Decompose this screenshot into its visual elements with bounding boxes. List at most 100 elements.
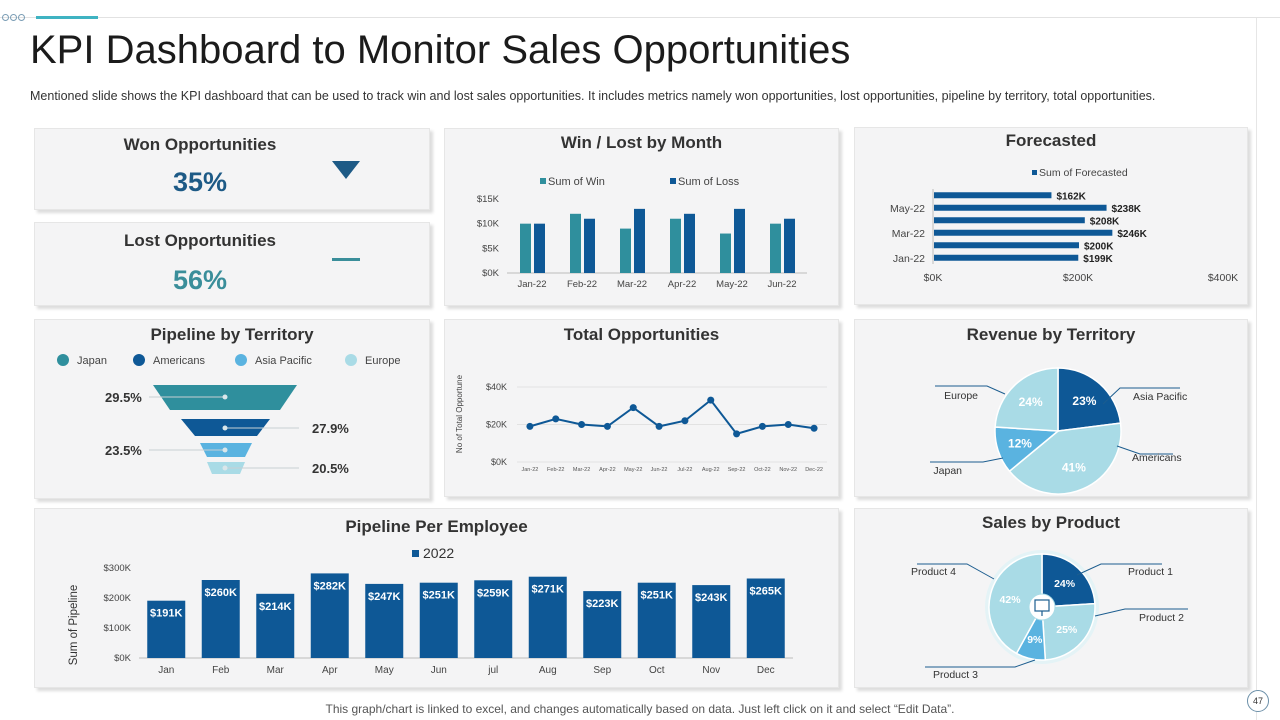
bar-pipeline	[365, 583, 404, 658]
callout-line	[1102, 387, 1180, 405]
legend-label-1: Sum of Loss	[678, 176, 740, 188]
data-point	[603, 422, 611, 430]
win-lost-chart: Sum of Win Sum of Loss $0K $5K $10K $15K Jan-2…	[477, 176, 807, 290]
callout-line	[930, 457, 1004, 463]
leader-dot	[222, 425, 228, 431]
callout-line	[935, 385, 1006, 395]
bar-value-label: $208K	[1090, 216, 1120, 227]
x-tick-label: Jul-22	[677, 467, 692, 473]
legend-dot-asia-pacific	[235, 354, 247, 366]
bar-value-label: $260K	[205, 587, 237, 599]
footer-note: This graph/chart is linked to excel, and…	[325, 702, 955, 716]
slice-name-label: Asia Pacific	[1133, 391, 1187, 403]
x-tick-label: May-22	[624, 467, 642, 473]
bar-win	[720, 233, 731, 273]
slice-value-label: 23%	[1072, 394, 1096, 408]
x-tick-label: Jan-22	[522, 467, 539, 473]
pie-slice-product-2	[1041, 602, 1096, 661]
bar-value-label: $191K	[150, 608, 182, 620]
bar-win	[770, 223, 781, 273]
callout-line	[1076, 563, 1162, 576]
data-point	[655, 422, 663, 430]
won-title: Won Opportunities	[123, 135, 277, 154]
bar-forecast	[934, 229, 1113, 236]
revenue-territory-chart: 23% 41% 12% 24% Asia Pacific Americans Japan Eu…	[930, 367, 1187, 495]
win-lost-card: Win / Lost by Month Sum of Win Sum of Los…	[444, 128, 839, 306]
data-point	[681, 417, 689, 425]
slice-value-label: 24%	[1054, 578, 1076, 590]
y-tick-label: $100K	[104, 623, 132, 634]
x-tick-label: Dec	[757, 665, 775, 676]
y-tick-label: Jan-22	[893, 253, 925, 265]
total-opportunities-card: Total Opportunities $0K $20K $40K No of Tot…	[444, 319, 839, 497]
data-point	[578, 421, 586, 428]
bar-loss	[784, 218, 795, 273]
sales-product-card: Sales by Product 24% 25% 9% 42% Product 1 Pro…	[854, 508, 1248, 688]
forecasted-title: Forecasted	[1005, 131, 1097, 150]
x-tick-label: Mar-22	[573, 467, 590, 473]
y-tick-label: $10K	[477, 219, 500, 230]
bar-win	[620, 228, 631, 273]
y-axis-label: No of Total Opportune	[455, 374, 464, 453]
bar-value-label: $282K	[314, 580, 346, 592]
lost-opportunities-card: Lost Opportunities 56%	[34, 222, 430, 306]
slice-name-label: Product 3	[933, 669, 978, 681]
x-tick-label: Aug	[539, 665, 557, 676]
bar-pipeline	[310, 573, 349, 658]
pie-slice-europe	[994, 367, 1059, 432]
bar-value-label: $199K	[1083, 254, 1113, 265]
y-tick-label: $15K	[477, 194, 500, 205]
bar-loss	[534, 223, 545, 273]
top-accent-bar	[36, 16, 98, 19]
page-subtitle: Mentioned slide shows the KPI dashboard …	[30, 89, 1156, 103]
bar-value-label: $238K	[1112, 204, 1142, 215]
bar-pipeline	[419, 582, 458, 658]
slice-name-label: Product 1	[1128, 566, 1173, 578]
x-tick-label: $400K	[1208, 272, 1238, 284]
leader-dot	[222, 465, 228, 471]
bar-forecast	[934, 204, 1107, 211]
pie-slice-asia-pacific	[1057, 367, 1122, 432]
bar-value-label: $251K	[641, 590, 673, 602]
slice-name-label: Product 2	[1139, 612, 1184, 624]
page-number: 47	[1247, 690, 1269, 712]
dash-icon	[332, 258, 360, 261]
x-tick-label: jul	[487, 665, 498, 676]
legend-swatch	[412, 550, 419, 557]
bar-pipeline	[637, 582, 676, 658]
bar-win	[570, 213, 581, 273]
bar-win	[520, 223, 531, 273]
revenue-territory-title: Revenue by Territory	[966, 325, 1136, 344]
total-opportunities-chart: $0K $20K $40K No of Total Opportune Jan-22 Fe…	[455, 374, 827, 473]
revenue-territory-card: Revenue by Territory 23% 41% 12% 24% Asia Pa…	[854, 319, 1248, 497]
bar-win	[670, 218, 681, 273]
callout-line	[925, 659, 1036, 668]
data-point	[707, 396, 715, 404]
x-tick-label: Mar	[267, 665, 285, 676]
y-tick-label: $5K	[482, 243, 500, 254]
bar-pipeline	[746, 578, 785, 658]
x-tick-label: Jan-22	[517, 279, 546, 290]
funnel-value-label: 23.5%	[105, 443, 142, 458]
x-tick-label: $0K	[924, 272, 943, 284]
pipeline-territory-title: Pipeline by Territory	[150, 325, 314, 344]
y-tick-label: $40K	[486, 382, 507, 392]
legend-label: Japan	[77, 355, 107, 367]
y-tick-label: Mar-22	[892, 228, 925, 240]
callout-line	[1116, 445, 1173, 455]
x-tick-label: Feb-22	[567, 279, 597, 290]
bar-value-label: $259K	[477, 587, 509, 599]
right-divider	[1256, 18, 1257, 720]
legend-dot-americans	[133, 354, 145, 366]
x-tick-label: Jun-22	[651, 467, 668, 473]
bar-pipeline	[474, 580, 513, 658]
pipeline-employee-chart: 2022 $0K $100K $200K $300K Sum of Pipeline $19…	[68, 545, 793, 676]
leader-dot	[222, 447, 228, 453]
x-tick-label: May-22	[716, 279, 748, 290]
slice-value-label: 42%	[1000, 594, 1022, 606]
bar-loss	[634, 208, 645, 273]
legend-dot-japan	[57, 354, 69, 366]
bar-value-label: $246K	[1117, 229, 1147, 240]
bar-pipeline	[201, 580, 240, 658]
bar-forecast	[934, 192, 1052, 199]
